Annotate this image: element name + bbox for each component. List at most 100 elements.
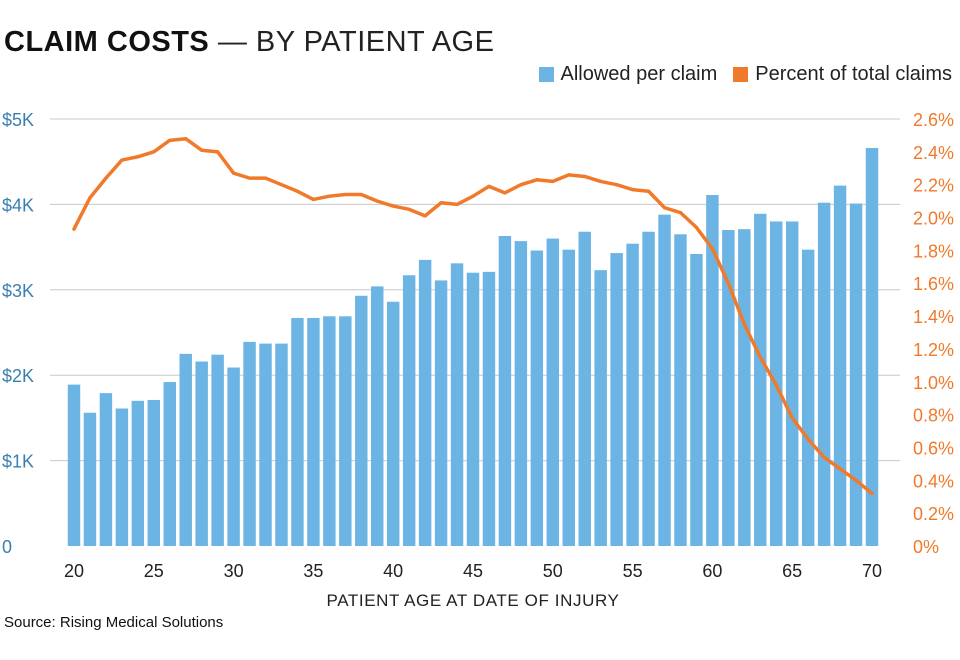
- line-point: [375, 199, 379, 203]
- bar: [195, 361, 208, 546]
- bar: [243, 341, 256, 546]
- x-tick-label: 25: [144, 561, 164, 581]
- bar: [530, 250, 544, 547]
- x-tick-label: 65: [782, 561, 802, 581]
- bar: [785, 221, 799, 547]
- bar: [418, 259, 432, 546]
- bar: [849, 203, 863, 546]
- x-axis-label: PATIENT AGE AT DATE OF INJURY: [327, 591, 620, 610]
- x-tick-label: 60: [702, 561, 722, 581]
- bar: [179, 353, 192, 546]
- right-tick-label: 1.2%: [913, 340, 954, 360]
- line-point: [870, 491, 874, 496]
- line-point: [487, 184, 491, 188]
- x-tick-label: 20: [64, 561, 84, 581]
- bar: [865, 148, 879, 546]
- line-point: [678, 211, 683, 215]
- x-tick-label: 45: [463, 561, 483, 581]
- bar: [99, 393, 113, 546]
- line-point: [503, 191, 507, 195]
- right-tick-label: 1.8%: [913, 241, 954, 261]
- bar-series: [67, 148, 879, 547]
- line-point: [327, 194, 331, 198]
- bar: [817, 202, 831, 546]
- x-tick-label: 55: [623, 561, 643, 581]
- right-tick-label: 0%: [913, 537, 939, 557]
- line-point: [439, 201, 443, 205]
- legend-swatch-line: [733, 67, 749, 82]
- bar: [466, 272, 480, 546]
- line-point: [646, 189, 651, 193]
- right-tick-label: 2.2%: [913, 176, 954, 196]
- line-point: [311, 197, 315, 202]
- legend-label-percent: Percent of total claims: [755, 63, 952, 85]
- legend-item-percent: Percent of total claims: [733, 63, 952, 86]
- bar: [801, 249, 815, 547]
- line-point: [551, 179, 555, 184]
- line-point: [471, 194, 475, 198]
- right-tick-label: 1.0%: [913, 373, 954, 393]
- left-axis-ticks: 0 $1K $2K $3K $4K $5K: [2, 110, 34, 557]
- x-tick-label: 35: [303, 561, 323, 581]
- bar: [291, 317, 304, 546]
- x-axis-ticks: 20 25 30 35 40 45 50 55 60 65 70: [64, 561, 882, 581]
- bar: [323, 316, 336, 546]
- bar: [498, 235, 512, 547]
- bar: [355, 295, 368, 546]
- line-point: [391, 204, 395, 208]
- x-tick-label: 70: [862, 561, 882, 581]
- bar: [482, 271, 496, 546]
- line-point: [631, 188, 635, 192]
- right-tick-label: 2.6%: [913, 110, 954, 130]
- bar: [227, 367, 240, 546]
- bar: [434, 280, 448, 546]
- left-tick-label: $4K: [2, 195, 34, 215]
- x-tick-label: 50: [543, 561, 563, 581]
- bar: [594, 270, 607, 546]
- line-point: [295, 189, 300, 193]
- right-tick-label: 0.2%: [913, 504, 954, 524]
- line-point: [423, 214, 427, 218]
- bar: [626, 243, 639, 546]
- line-point: [200, 148, 204, 152]
- bar: [642, 231, 655, 546]
- bar: [163, 382, 176, 546]
- right-tick-label: 0.6%: [913, 438, 954, 458]
- line-series: [72, 136, 874, 496]
- bar: [275, 343, 288, 546]
- line-point: [263, 176, 268, 180]
- bar: [578, 231, 591, 546]
- bar: [339, 316, 352, 546]
- line-point: [822, 455, 826, 459]
- line-point: [758, 355, 762, 359]
- line-point: [742, 322, 746, 326]
- bar: [546, 238, 560, 546]
- bar: [658, 214, 671, 546]
- bar: [371, 286, 384, 546]
- bar: [83, 412, 97, 546]
- bar: [131, 400, 145, 546]
- left-tick-label: 0: [2, 537, 12, 557]
- left-tick-label: $1K: [2, 452, 34, 472]
- source-note: Source: Rising Medical Solutions: [4, 614, 224, 631]
- bar: [610, 253, 623, 546]
- line-point: [662, 206, 667, 210]
- left-tick-label: $2K: [2, 366, 34, 386]
- right-tick-label: 0.8%: [913, 406, 954, 426]
- bar: [738, 229, 751, 546]
- line-point: [854, 478, 858, 482]
- right-tick-label: 1.4%: [913, 307, 954, 327]
- line-point: [806, 437, 810, 441]
- chart-title: CLAIM COSTS — BY PATIENT AGE: [4, 26, 494, 59]
- line-point: [455, 202, 459, 206]
- line-point: [88, 196, 92, 200]
- line-point: [232, 171, 236, 175]
- line-point: [152, 150, 156, 154]
- line-point: [535, 178, 539, 182]
- right-tick-label: 2.4%: [913, 143, 954, 163]
- bar: [67, 384, 81, 546]
- chart-legend: Allowed per claim Percent of total claim…: [523, 63, 952, 86]
- bar: [674, 234, 687, 547]
- right-tick-label: 0.4%: [913, 471, 954, 491]
